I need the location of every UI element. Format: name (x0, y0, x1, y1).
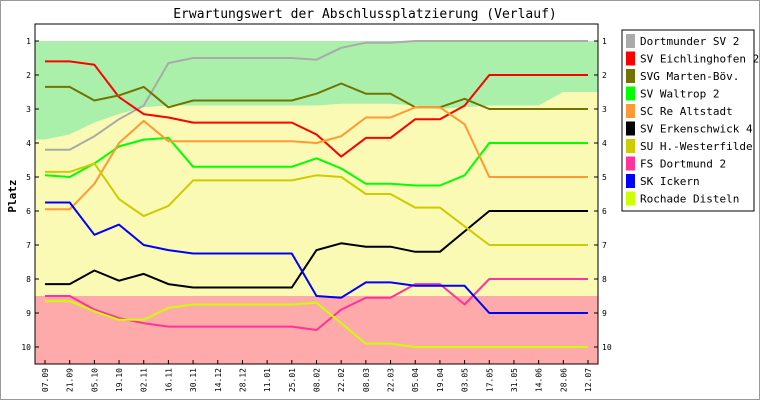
y-tick-label: 9 (602, 309, 607, 318)
x-tick-label: 08.03 (362, 368, 371, 392)
zone-promotion (35, 41, 598, 140)
y-tick-label: 8 (602, 275, 607, 284)
series-line-8 (45, 278, 588, 331)
series-line-7 (45, 162, 588, 246)
x-tick-label: 14.06 (535, 368, 544, 392)
legend-label: Rochade Disteln (640, 193, 739, 206)
y-tick-label: 6 (26, 207, 31, 216)
legend-label: SV Erkenschwick 4 (640, 123, 753, 136)
x-tick-label: 05.10 (90, 368, 99, 392)
legend-swatch (626, 174, 635, 188)
y-tick-label: 2 (602, 71, 607, 80)
y-tick-label: 3 (26, 105, 31, 114)
y-axis-label: Platz (6, 179, 19, 212)
legend-swatch (626, 139, 635, 153)
y-tick-label: 5 (26, 173, 31, 182)
legend-swatch (626, 104, 635, 118)
x-tick-label: 22.02 (337, 368, 346, 392)
legend-label: SU H.-Westerfilde (640, 140, 753, 153)
legend-label: Dortmunder SV 2 (640, 35, 739, 48)
x-tick-label: 03.05 (461, 368, 470, 392)
y-tick-label: 7 (602, 241, 607, 250)
y-tick-label: 9 (26, 309, 31, 318)
x-tick-label: 28.06 (559, 368, 568, 392)
y-tick-label: 6 (602, 207, 607, 216)
x-tick-label: 17.05 (485, 368, 494, 392)
x-tick-label: 14.12 (214, 368, 223, 392)
x-tick-label: 21.09 (66, 368, 75, 392)
legend-swatch (626, 69, 635, 83)
x-tick-label: 30.11 (189, 368, 198, 392)
x-tick-label: 22.03 (387, 368, 396, 392)
x-tick-label: 16.11 (164, 368, 173, 392)
legend-swatch (626, 34, 635, 48)
y-tick-label: 10 (21, 343, 31, 352)
x-axis: 07.09 21.09 05.10 19.10 02.11 16.11 30.11 14.12… (41, 360, 593, 392)
y-tick-label: 2 (26, 71, 31, 80)
y-tick-label: 1 (602, 37, 607, 46)
series-lines (44, 40, 588, 348)
legend-swatch (626, 51, 635, 66)
legend-label: SC Re Altstadt (640, 105, 733, 118)
chart-title: Erwartungswert der Abschlussplatzierung … (173, 7, 557, 22)
series-line-3 (45, 82, 588, 110)
series-line-6 (45, 210, 588, 289)
legend-label: FS Dortmund 2 (640, 158, 726, 171)
legend-label: SK Ickern (640, 175, 700, 188)
x-tick-label: 05.04 (411, 368, 420, 392)
legend-swatch (626, 156, 635, 171)
series-line-1 (45, 40, 588, 151)
legend-label: SV Eichlinghofen 2 (640, 53, 759, 66)
y-tick-label: 4 (26, 139, 31, 148)
legend-swatch (626, 191, 635, 206)
x-tick-label: 02.11 (140, 368, 149, 392)
x-tick-label: 07.09 (41, 368, 50, 392)
zone-middle (35, 92, 598, 296)
y-axis-left: 1 2 3 4 5 6 7 8 9 10 (21, 37, 39, 352)
x-tick-label: 28.12 (239, 368, 248, 392)
y-tick-label: 5 (602, 173, 607, 182)
y-tick-label: 8 (26, 275, 31, 284)
y-tick-label: 7 (26, 241, 31, 250)
y-tick-label: 4 (602, 139, 607, 148)
legend-label: SV Waltrop 2 (640, 88, 719, 101)
x-tick-label: 08.02 (313, 368, 322, 392)
series-line-4 (44, 136, 588, 187)
y-tick-label: 10 (602, 343, 612, 352)
series-line-9 (45, 201, 588, 314)
legend-box (621, 29, 755, 212)
x-tick-label: 31.05 (510, 368, 519, 392)
x-tick-label: 19.10 (115, 368, 124, 392)
x-tick-label: 12.07 (584, 368, 593, 392)
legend: Dortmunder SV 2 SV Eichlinghofen 2 SVG Mar… (621, 29, 759, 212)
y-axis-right: 1 2 3 4 5 6 7 8 9 10 (594, 37, 612, 352)
legend-swatch (626, 121, 635, 136)
series-line-10 (45, 300, 588, 348)
x-tick-label: 19.04 (436, 368, 445, 392)
legend-swatch (626, 86, 635, 101)
y-tick-label: 3 (602, 105, 607, 114)
series-line-2 (45, 60, 588, 158)
legend-label: SVG Marten-Böv. (640, 70, 739, 83)
x-tick-label: 11.01 (263, 368, 272, 392)
x-tick-label: 25.01 (288, 368, 297, 392)
zone-backgrounds (35, 41, 598, 364)
series-line-5 (45, 106, 588, 211)
y-tick-label: 1 (26, 37, 31, 46)
